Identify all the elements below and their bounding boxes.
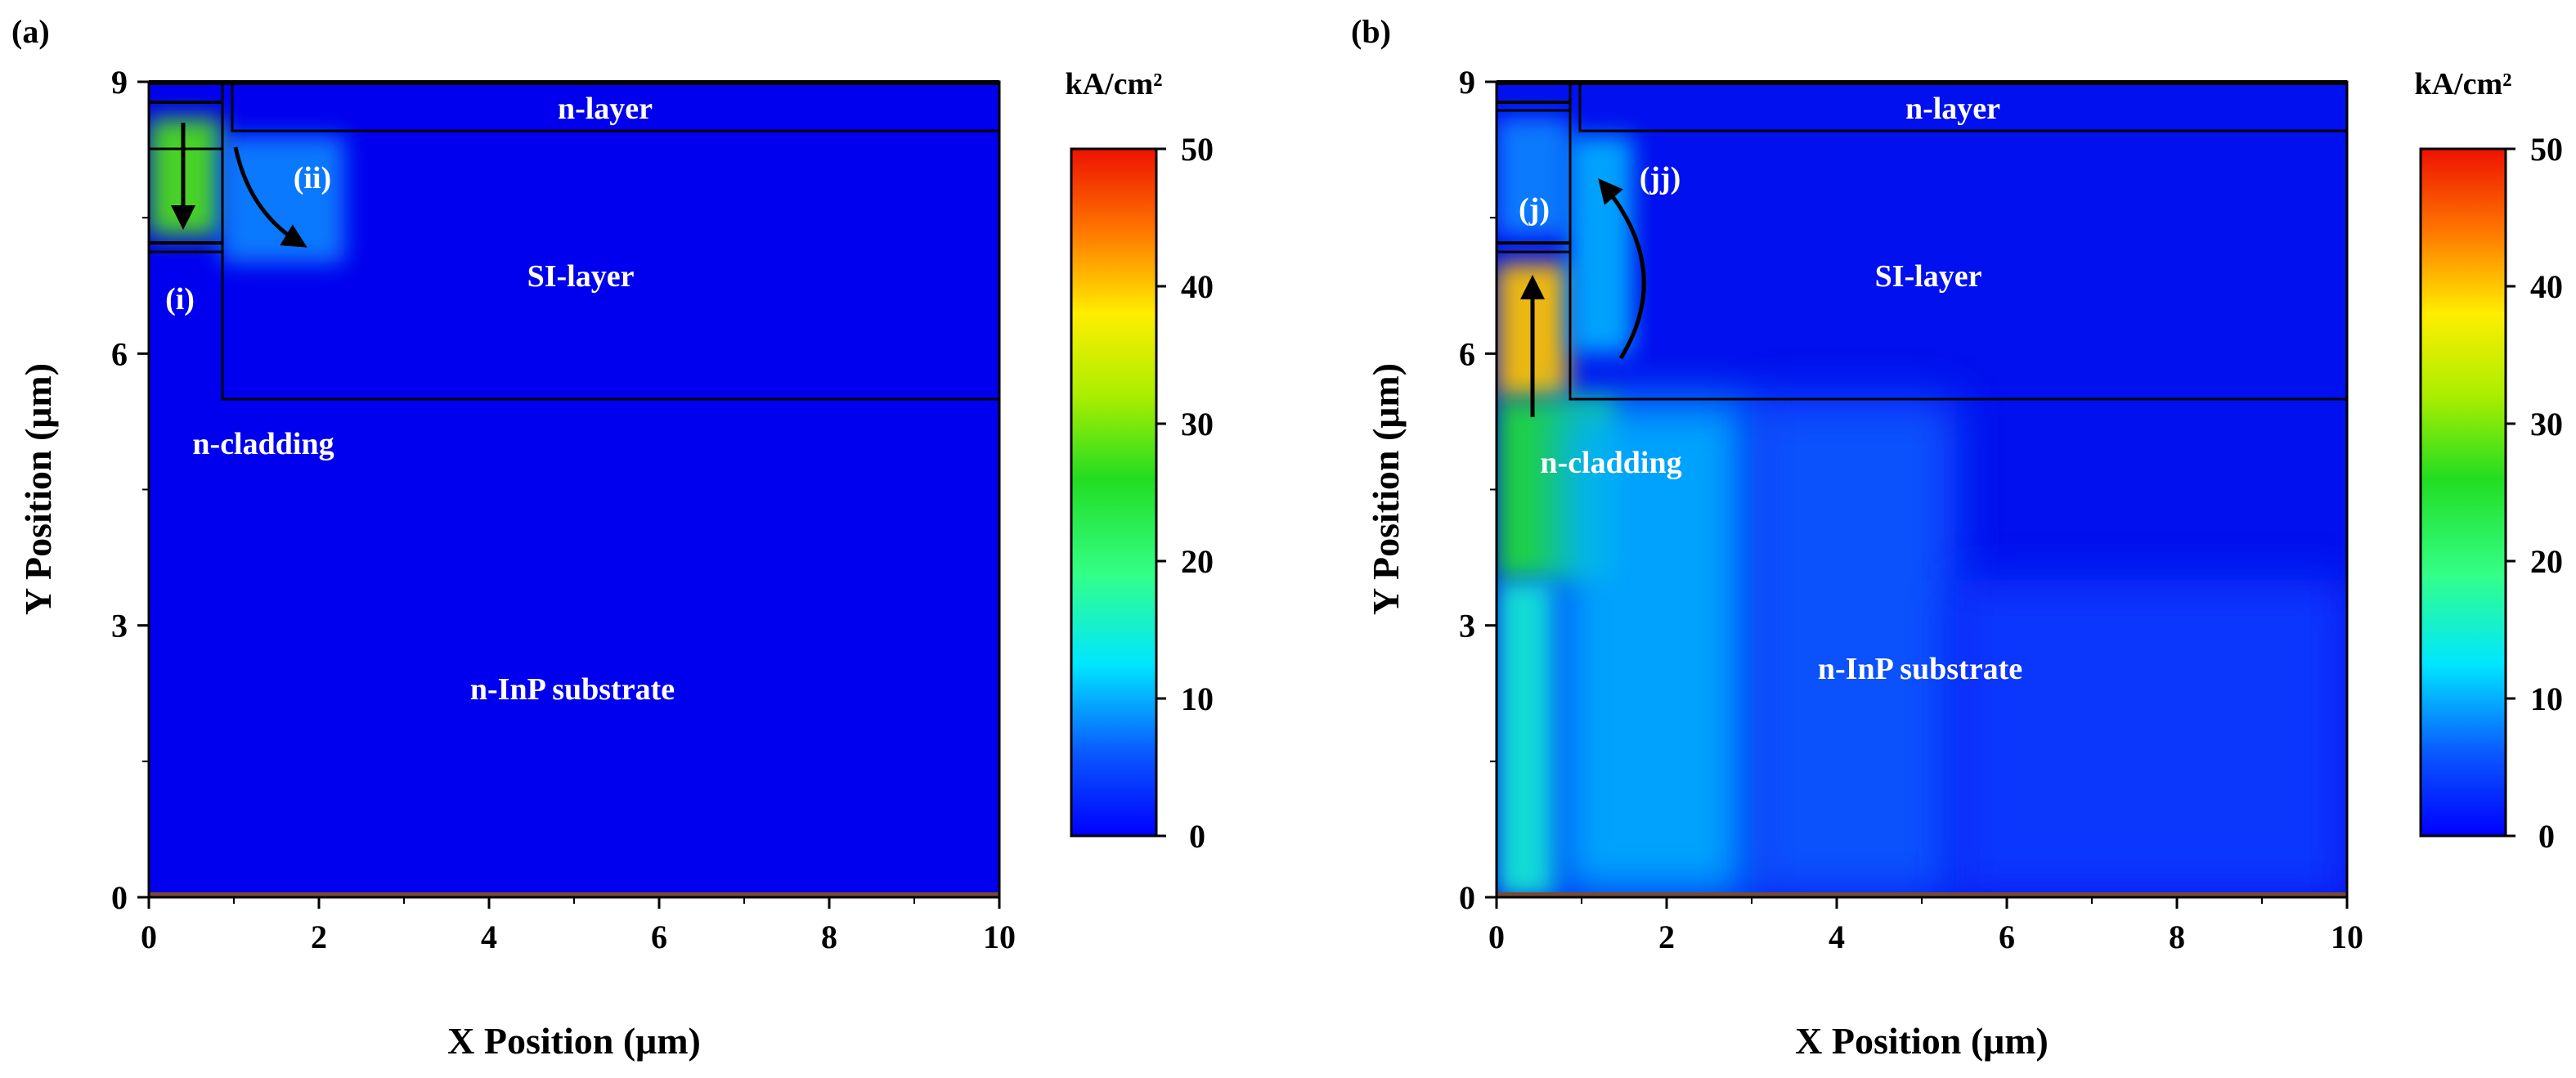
colorbar-title-b: kA/cm² [2414, 67, 2511, 101]
x-tick-label: 8 [2169, 919, 2185, 955]
y-axis-b: 0 3 6 9 [1459, 64, 1497, 916]
hotspot-a-1 [221, 136, 345, 263]
region-label-substrate-b: n-InP substrate [1818, 652, 2022, 686]
colorbar-a [1070, 147, 1158, 838]
hotspot-b-4 [1752, 398, 1956, 897]
colorbar-ticks-a: 0 10 20 30 40 50 [1156, 131, 1214, 855]
colorbar-tick-label: 30 [2530, 406, 2563, 442]
x-tick-label: 10 [2331, 919, 2363, 955]
x-tick-label: 8 [821, 919, 837, 955]
y-tick-label: 0 [1459, 879, 1475, 916]
x-tick-label: 2 [1658, 919, 1675, 955]
colorbar-tick-label: 40 [1181, 268, 1214, 305]
x-tick-label: 0 [141, 919, 157, 955]
x-tick-label: 2 [311, 919, 327, 955]
hotspots-b [1497, 118, 2347, 897]
y-axis-title-a: Y Position (μm) [17, 363, 59, 615]
x-axis-title-a: X Position (μm) [447, 1020, 701, 1062]
region-label-si-layer-a: SI-layer [527, 259, 635, 294]
colorbar-tick-label: 10 [2530, 680, 2563, 717]
colorbar-tick-label: 30 [1181, 406, 1214, 442]
annotation-i: (i) [165, 282, 195, 317]
panel-b: (b) n-layer SI-layer n-cladding n-InP su… [1351, 13, 2563, 1062]
colorbar-tick-label: 50 [2530, 131, 2563, 168]
y-tick-label: 0 [111, 879, 128, 916]
current-arrow-curved-a [233, 146, 307, 248]
y-tick-label: 3 [1459, 608, 1475, 645]
region-label-n-layer-a: n-layer [558, 92, 653, 126]
hotspot-b-2 [1497, 580, 1556, 897]
region-label-n-cladding-a: n-cladding [192, 427, 334, 461]
y-axis-a: 0 3 6 9 [111, 64, 149, 916]
region-label-si-layer-b: SI-layer [1875, 259, 1982, 294]
panel-label-a: (a) [11, 13, 50, 50]
colorbar-tick-label: 20 [2530, 543, 2563, 580]
annotation-jj: (jj) [1640, 161, 1681, 195]
hotspot-b-6 [1497, 118, 1569, 236]
x-tick-label: 10 [983, 919, 1016, 955]
colorbar-tick-label: 50 [1181, 131, 1214, 168]
colorbar-tick-label: 10 [1181, 680, 1214, 717]
region-label-substrate-a: n-InP substrate [470, 672, 675, 707]
y-axis-title-b: Y Position (μm) [1365, 363, 1407, 615]
y-tick-label: 6 [1459, 335, 1475, 372]
region-label-n-cladding-b: n-cladding [1540, 446, 1681, 480]
y-tick-label: 3 [111, 608, 128, 645]
hotspot-b-7 [1568, 136, 1633, 354]
y-tick-label: 9 [111, 64, 128, 101]
colorbar-tick-label: 0 [2538, 818, 2555, 855]
colorbar-tick-label: 20 [1181, 543, 1214, 580]
x-tick-label: 6 [1999, 919, 2015, 955]
x-axis-title-b: X Position (μm) [1795, 1020, 2049, 1062]
region-label-n-layer-b: n-layer [1905, 92, 2000, 126]
panel-label-b: (b) [1351, 13, 1391, 50]
panel-a: (a) n-layer SI-layer n-cladding n-InP su… [11, 13, 1214, 1062]
x-tick-label: 6 [651, 919, 667, 955]
x-tick-label: 0 [1488, 919, 1505, 955]
y-tick-label: 9 [1459, 64, 1475, 101]
x-tick-label: 4 [481, 919, 497, 955]
colorbar-ticks-b: 0 10 20 30 40 50 [2506, 131, 2563, 855]
colorbar-b [2419, 147, 2507, 838]
current-arrow-curved-b [1598, 178, 1646, 360]
annotation-ii: (ii) [294, 161, 331, 195]
hotspot-b-5 [1955, 580, 2347, 897]
colorbar-tick-label: 40 [2530, 268, 2563, 305]
y-tick-label: 6 [111, 335, 128, 372]
x-tick-label: 4 [1829, 919, 1845, 955]
hotspot-b-3 [1555, 398, 1752, 897]
x-axis-a: 0 2 4 6 8 10 [141, 897, 1016, 955]
colorbar-title-a: kA/cm² [1065, 67, 1162, 101]
annotation-j: (j) [1519, 192, 1550, 227]
x-axis-b: 0 2 4 6 8 10 [1488, 897, 2363, 955]
colorbar-tick-label: 0 [1189, 818, 1205, 855]
